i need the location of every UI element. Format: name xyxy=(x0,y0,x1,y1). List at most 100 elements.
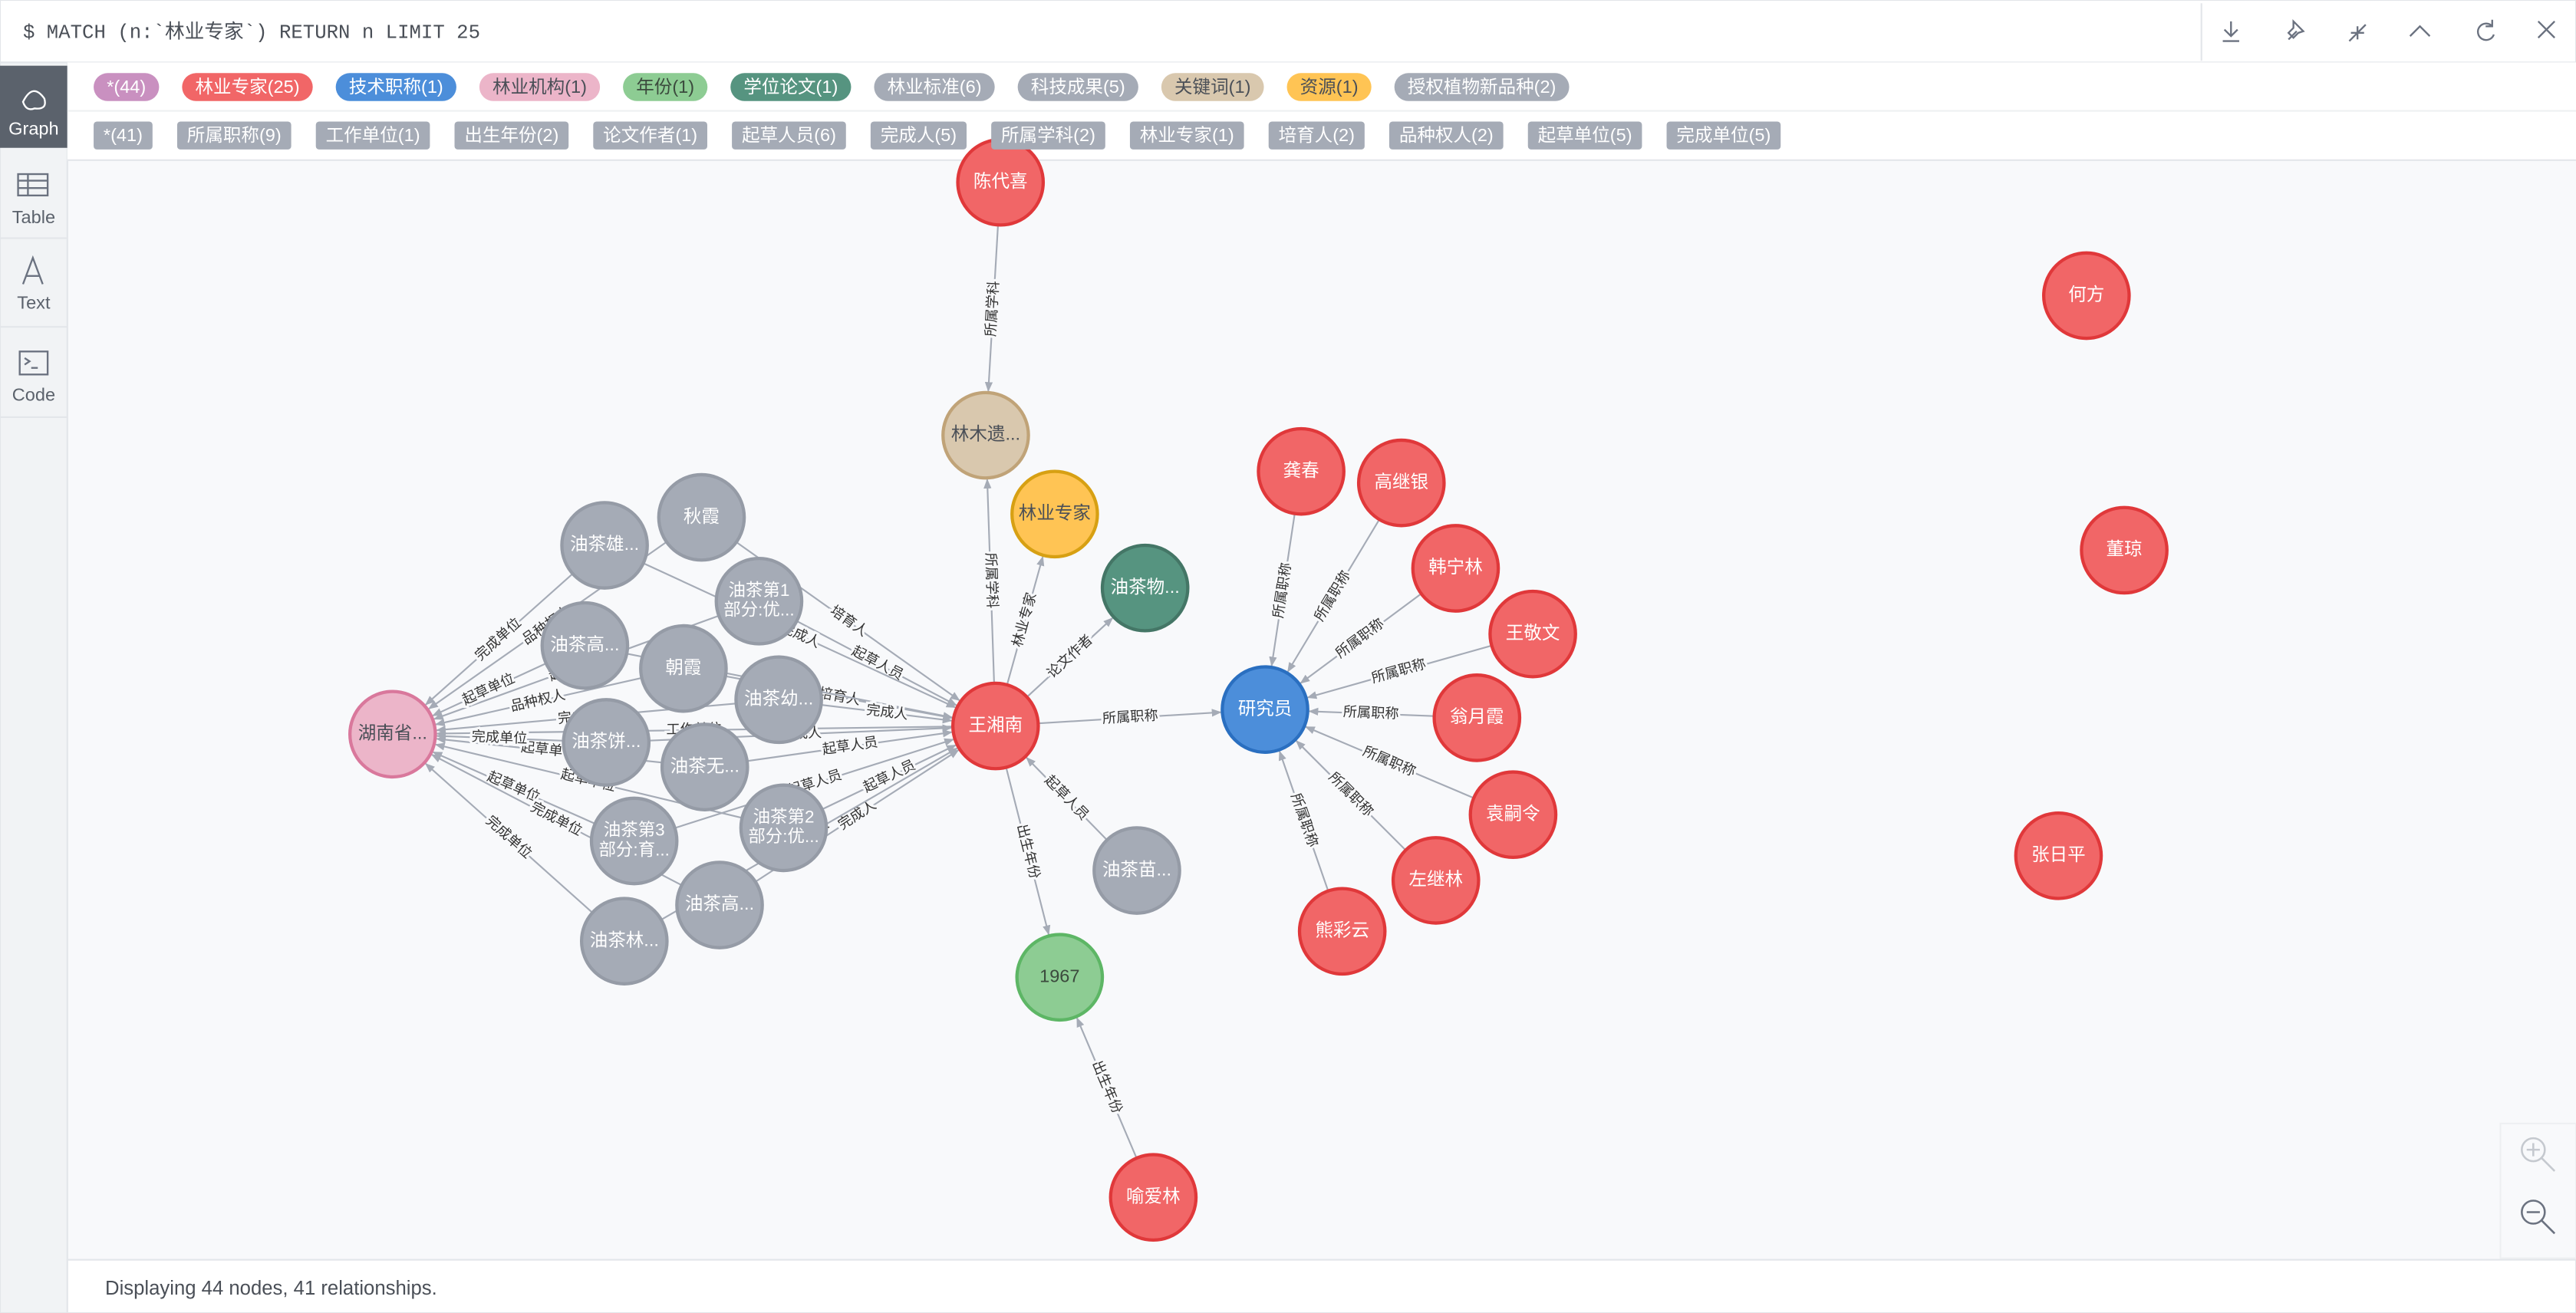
relationship-tag[interactable]: 起草单位(5) xyxy=(1527,121,1642,150)
pin-button[interactable] xyxy=(2287,19,2305,41)
download-button[interactable] xyxy=(2222,21,2239,42)
node-circle xyxy=(1297,887,1387,976)
relationship-tag[interactable]: 完成单位(5) xyxy=(1666,121,1781,150)
node[interactable]: 何方 xyxy=(2041,251,2131,341)
relationship-tag[interactable]: 林业专家(1) xyxy=(1129,121,1244,150)
tag-background xyxy=(94,121,153,150)
relationship-tag[interactable]: 完成人(5) xyxy=(870,121,967,150)
node-circle xyxy=(1220,665,1309,754)
relationship[interactable]: 所属职称 xyxy=(1308,702,1435,724)
table-tab[interactable]: Table xyxy=(12,173,55,227)
code-tab[interactable]: Code xyxy=(12,350,55,404)
node[interactable]: 张日平 xyxy=(2014,811,2103,900)
relationship-line xyxy=(1038,709,1222,725)
query-bar[interactable] xyxy=(0,0,2576,64)
label-tag[interactable]: 林业机构(1) xyxy=(479,73,601,101)
node[interactable]: 林木遗... xyxy=(941,390,1030,480)
node[interactable]: 韩宁林 xyxy=(1411,524,1500,613)
node[interactable]: 陈代喜 xyxy=(956,137,1046,227)
node[interactable]: 董琼 xyxy=(2080,505,2169,595)
zoom-in-button[interactable] xyxy=(2521,1137,2556,1172)
relationship-line xyxy=(984,225,1000,393)
relationship-tag[interactable]: 培育人(2) xyxy=(1268,121,1365,150)
graph-tab[interactable]: Graph xyxy=(0,65,68,148)
node[interactable]: 左继林 xyxy=(1391,836,1481,925)
node[interactable]: 研究员 xyxy=(1220,665,1309,754)
close-button[interactable] xyxy=(2537,21,2555,39)
relationship-tag[interactable]: *(41) xyxy=(94,121,153,150)
node-circle xyxy=(1257,426,1346,516)
node-circle xyxy=(1015,933,1105,1022)
node-circle xyxy=(657,472,746,562)
node[interactable]: 油茶饼... xyxy=(562,698,651,787)
tag-background xyxy=(479,73,601,101)
tag-text: *(44) xyxy=(107,77,146,97)
node[interactable]: 朝霞 xyxy=(639,624,728,713)
tag-background xyxy=(1017,73,1138,101)
relationship-tag[interactable]: 品种权人(2) xyxy=(1388,121,1504,150)
node[interactable]: 油茶第1部分:优... xyxy=(714,557,804,646)
node[interactable]: 油茶苗... xyxy=(1092,826,1181,915)
relationship-line xyxy=(432,663,547,717)
label-tag[interactable]: 科技成果(5) xyxy=(1017,73,1138,101)
collapse-button[interactable] xyxy=(2348,24,2367,42)
label-tag[interactable]: 林业标准(6) xyxy=(874,73,995,101)
node-circle xyxy=(1010,469,1099,559)
tag-background xyxy=(623,73,708,101)
node[interactable]: 湖南省... xyxy=(348,689,437,779)
label-tag[interactable]: 关键词(1) xyxy=(1161,73,1264,101)
relationship-tag[interactable]: 出生年份(2) xyxy=(454,121,569,150)
label-tag[interactable]: 林业专家(25) xyxy=(182,73,313,101)
node[interactable]: 油茶无... xyxy=(660,722,749,811)
text-tab[interactable]: Text xyxy=(17,255,51,312)
node[interactable]: 油茶雄... xyxy=(560,501,649,590)
label-tag[interactable]: 授权植物新品种(2) xyxy=(1394,73,1570,101)
label-tag[interactable]: 技术职称(1) xyxy=(335,73,456,101)
node[interactable]: 熊彩云 xyxy=(1297,887,1387,976)
rerun-button[interactable] xyxy=(2476,19,2495,41)
node[interactable]: 油茶第2部分:优... xyxy=(739,783,828,873)
node-circle xyxy=(639,624,728,713)
node[interactable]: 油茶物... xyxy=(1100,543,1190,633)
node-caption: 油茶物... xyxy=(1111,577,1180,597)
node-circle xyxy=(1411,524,1500,613)
node[interactable]: 龚春 xyxy=(1257,426,1346,516)
node-caption: 1967 xyxy=(1039,966,1079,986)
relationship-tag[interactable]: 论文作者(1) xyxy=(593,121,707,150)
relationship-tag[interactable]: 工作单位(1) xyxy=(315,121,430,150)
node-circle xyxy=(1108,1153,1198,1242)
node-caption: 油茶第1 xyxy=(728,581,789,600)
node[interactable]: 油茶高... xyxy=(540,601,630,690)
node[interactable]: 油茶林... xyxy=(579,897,669,986)
label-tag[interactable]: 资源(1) xyxy=(1286,73,1372,101)
node[interactable]: 1967 xyxy=(1015,933,1105,1022)
relationship-line xyxy=(1005,767,1051,936)
relationship-label: 所属职称 xyxy=(1342,704,1398,722)
node[interactable]: 喻爱林 xyxy=(1108,1153,1198,1242)
zoom-out-button[interactable] xyxy=(2521,1199,2556,1235)
node[interactable]: 秋霞 xyxy=(657,472,746,562)
node[interactable]: 油茶第3部分:育... xyxy=(589,796,679,886)
node[interactable]: 翁月霞 xyxy=(1432,673,1522,762)
relationship-line xyxy=(1306,644,1492,699)
node-caption: 油茶雄... xyxy=(570,534,639,554)
label-tag[interactable]: *(44) xyxy=(94,73,160,101)
label-tag[interactable]: 学位论文(1) xyxy=(730,73,852,101)
label-tag[interactable]: 年份(1) xyxy=(623,73,708,101)
node[interactable]: 高继银 xyxy=(1356,438,1446,528)
node[interactable]: 袁嗣令 xyxy=(1468,770,1558,860)
node[interactable]: 油茶高... xyxy=(675,861,764,949)
relationship[interactable]: 所属学科 xyxy=(980,225,1004,393)
node[interactable]: 王湘南 xyxy=(950,681,1040,771)
node[interactable]: 林业专家 xyxy=(1010,469,1099,559)
relationship-tag[interactable]: 起草人员(6) xyxy=(732,121,846,150)
node[interactable]: 王敬文 xyxy=(1488,589,1577,679)
node[interactable]: 油茶幼... xyxy=(734,655,823,745)
relationship[interactable]: 所属学科 xyxy=(980,479,1003,683)
node-circle xyxy=(560,501,649,590)
tag-text: 论文作者(1) xyxy=(603,125,697,145)
up-button[interactable] xyxy=(2409,25,2431,37)
relationship-tag[interactable]: 所属职称(9) xyxy=(176,121,292,150)
relationship-tag[interactable]: 所属学科(2) xyxy=(991,121,1105,150)
